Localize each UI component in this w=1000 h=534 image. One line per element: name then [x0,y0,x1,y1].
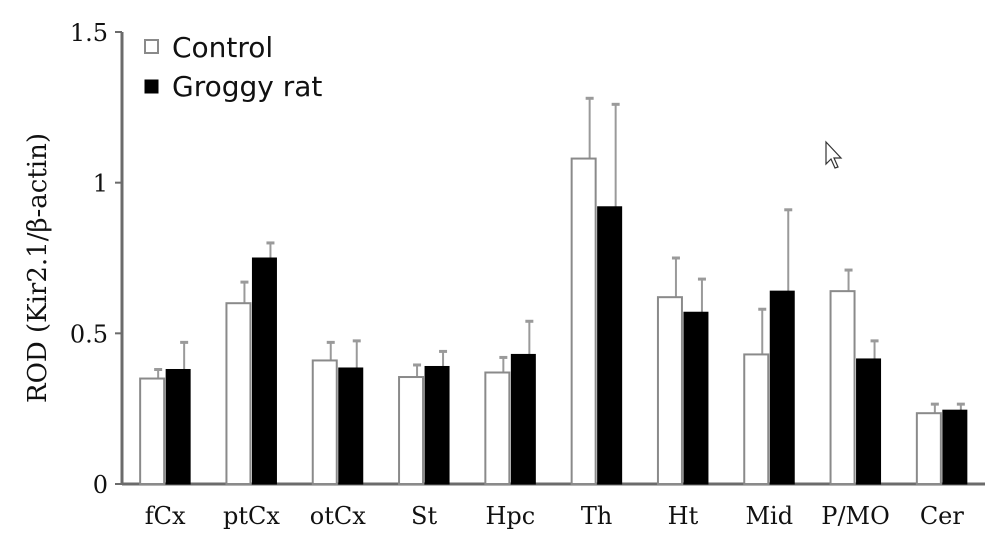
x-tick-label: Cer [920,502,965,530]
bar-groggy-rat [942,409,968,485]
bar-control [743,353,770,485]
bar-control [225,302,252,486]
category-labels: fCx ptCx otCx St Hpc Th Ht Mid P/MO Cer [145,502,965,530]
y-tick-label: 0 [93,471,108,499]
y-tick-label: 1.5 [70,19,108,47]
arrow-cursor-icon [825,140,843,169]
bar-control [829,290,856,485]
x-tick-label: P/MO [821,502,889,530]
x-tick-label: Hpc [485,502,535,530]
bar-groggy-rat [856,358,882,485]
y-ticks: 0 0.5 1 1.5 [70,19,122,499]
bar-groggy-rat [251,257,277,485]
legend-label-groggy-rat: Groggy rat [172,70,322,103]
x-tick-label: ptCx [223,502,280,530]
legend-label-control: Control [172,31,273,64]
bar-control [915,412,942,486]
bars [139,96,968,486]
legend-swatch-groggy-rat [144,79,159,94]
x-tick-label: fCx [145,502,186,530]
legend-swatch-control [144,39,159,54]
x-tick-label: otCx [310,502,366,530]
y-tick-label: 0.5 [70,320,108,348]
legend-background [134,24,336,128]
bar-control [311,359,338,486]
y-axis-label: ROD (Kir2.1/β-actin) [23,133,53,403]
bar-control [656,296,683,485]
bar-control [398,376,425,486]
bar-groggy-rat [165,368,191,485]
bar-groggy-rat [597,206,623,485]
bar-control [570,157,597,485]
bar-groggy-rat [510,353,536,485]
x-tick-label: St [411,502,437,530]
bar-control [484,371,511,485]
bar-groggy-rat [769,290,795,485]
x-tick-label: Th [581,502,612,530]
legend: Control Groggy rat [134,24,336,128]
x-tick-label: Ht [668,502,699,530]
bar-control [139,377,166,485]
x-tick-label: Mid [745,502,793,530]
y-tick-label: 1 [93,170,108,198]
bar-groggy-rat [424,365,450,485]
bar-groggy-rat [683,311,709,485]
bar-groggy-rat [338,367,364,485]
